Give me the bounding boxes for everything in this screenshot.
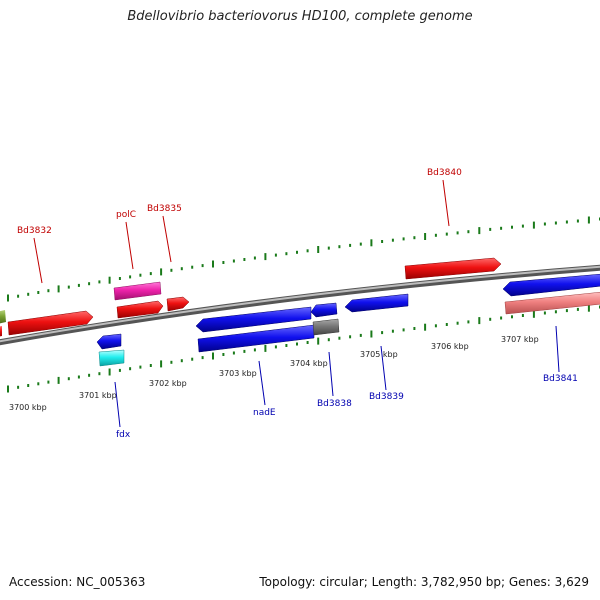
tick-label-3704: 3704 kbp [290,359,328,368]
gene-arrow-polc[interactable] [113,281,162,301]
kbp-scale-labels: 3700 kbp 3701 kbp 3702 kbp 3703 kbp 3704… [9,335,539,412]
gene-arrow-nade[interactable] [197,324,315,353]
gene-label-bd3838[interactable]: Bd3838 [317,399,352,409]
gene-arrow-bd3841[interactable] [504,291,600,315]
gene-block-gray[interactable] [312,318,340,336]
gene-arrow-bd3832[interactable] [0,310,94,337]
gene-label-bd3835[interactable]: Bd3835 [147,204,182,214]
gene-label-nade[interactable]: nadE [253,408,276,418]
gene-arrow-fdx[interactable] [98,349,125,367]
gene-arrow-bd3839[interactable] [344,293,409,313]
tick-label-3701: 3701 kbp [79,391,117,400]
tick-label-3700: 3700 kbp [9,403,47,412]
gene-arrow-blue-small[interactable] [96,333,122,350]
tick-label-3705: 3705 kbp [360,350,398,359]
gene-arrow-bd3835[interactable] [166,296,190,312]
gene-arrow-bd3838[interactable] [310,302,338,318]
gene-arrow-nade-upper[interactable] [195,306,312,333]
gene-arrow-olive-left[interactable] [0,310,6,324]
tick-label-3702: 3702 kbp [149,379,187,388]
gene-label-bd3832[interactable]: Bd3832 [17,226,52,236]
gene-arrow-red-mid[interactable] [116,300,164,319]
label-leader-lines [33,179,560,428]
gene-label-bd3840[interactable]: Bd3840 [427,168,462,178]
gene-label-fdx[interactable]: fdx [116,430,131,440]
gene-label-bd3839[interactable]: Bd3839 [369,392,404,402]
topology-text: Topology: circular; Length: 3,782,950 bp… [259,575,589,589]
gene-labels: Bd3832 polC Bd3835 Bd3840 fdx nadE Bd383… [17,168,578,440]
gene-arrow-blue-right[interactable] [502,273,600,297]
tick-label-3706: 3706 kbp [431,342,469,351]
tick-label-3707: 3707 kbp [501,335,539,344]
genome-title: Bdellovibrio bacteriovorus HD100, comple… [127,9,473,24]
upper-tick-track [7,216,600,302]
gene-arrow-bd3840[interactable] [404,257,502,280]
gene-label-bd3841[interactable]: Bd3841 [543,374,578,384]
tick-label-3703: 3703 kbp [219,369,257,378]
gene-label-polc[interactable]: polC [116,210,136,220]
lower-tick-track [7,304,600,393]
genome-backbone-highlight [0,265,600,343]
accession-text: Accession: NC_005363 [9,575,146,589]
